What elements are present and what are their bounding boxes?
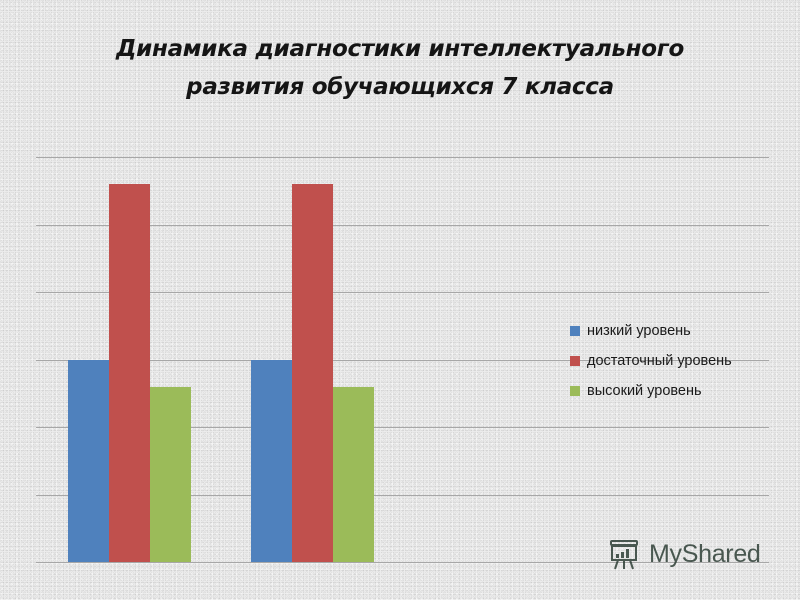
chart-title: Динамика диагностики интеллектуального р… (0, 30, 800, 106)
legend-swatch-high (570, 386, 580, 396)
legend-swatch-sufficient (570, 356, 580, 366)
gridline (36, 157, 769, 158)
legend-label-high: высокий уровень (587, 383, 702, 399)
gridline (36, 562, 769, 563)
watermark: MyShared (607, 537, 761, 571)
bar-2-1 (251, 359, 292, 562)
chart-title-line-1: Динамика диагностики интеллектуального (116, 36, 684, 62)
bar-2-3 (333, 386, 374, 562)
legend-label-low: низкий уровень (587, 323, 691, 339)
bar-1-1 (68, 359, 109, 562)
presentation-board-icon (610, 540, 638, 570)
plot-area (36, 157, 769, 563)
gridline (36, 427, 769, 428)
bar-2-2 (292, 184, 333, 562)
legend-item-low: низкий уровень (570, 316, 732, 346)
legend-item-sufficient: достаточный уровень (570, 346, 732, 376)
legend-item-high: высокий уровень (570, 376, 732, 406)
chart-title-line-2: развития обучающихся 7 класса (186, 74, 614, 100)
bar-1-2 (109, 184, 150, 562)
gridline (36, 224, 769, 226)
gridline (36, 359, 769, 361)
gridline (36, 292, 769, 293)
chart-legend: низкий уровень достаточный уровень высок… (570, 316, 732, 406)
legend-swatch-low (570, 326, 580, 336)
legend-label-sufficient: достаточный уровень (587, 353, 732, 369)
watermark-text: MyShared (649, 539, 761, 568)
gridline (36, 494, 769, 496)
bar-1-3 (150, 386, 191, 562)
